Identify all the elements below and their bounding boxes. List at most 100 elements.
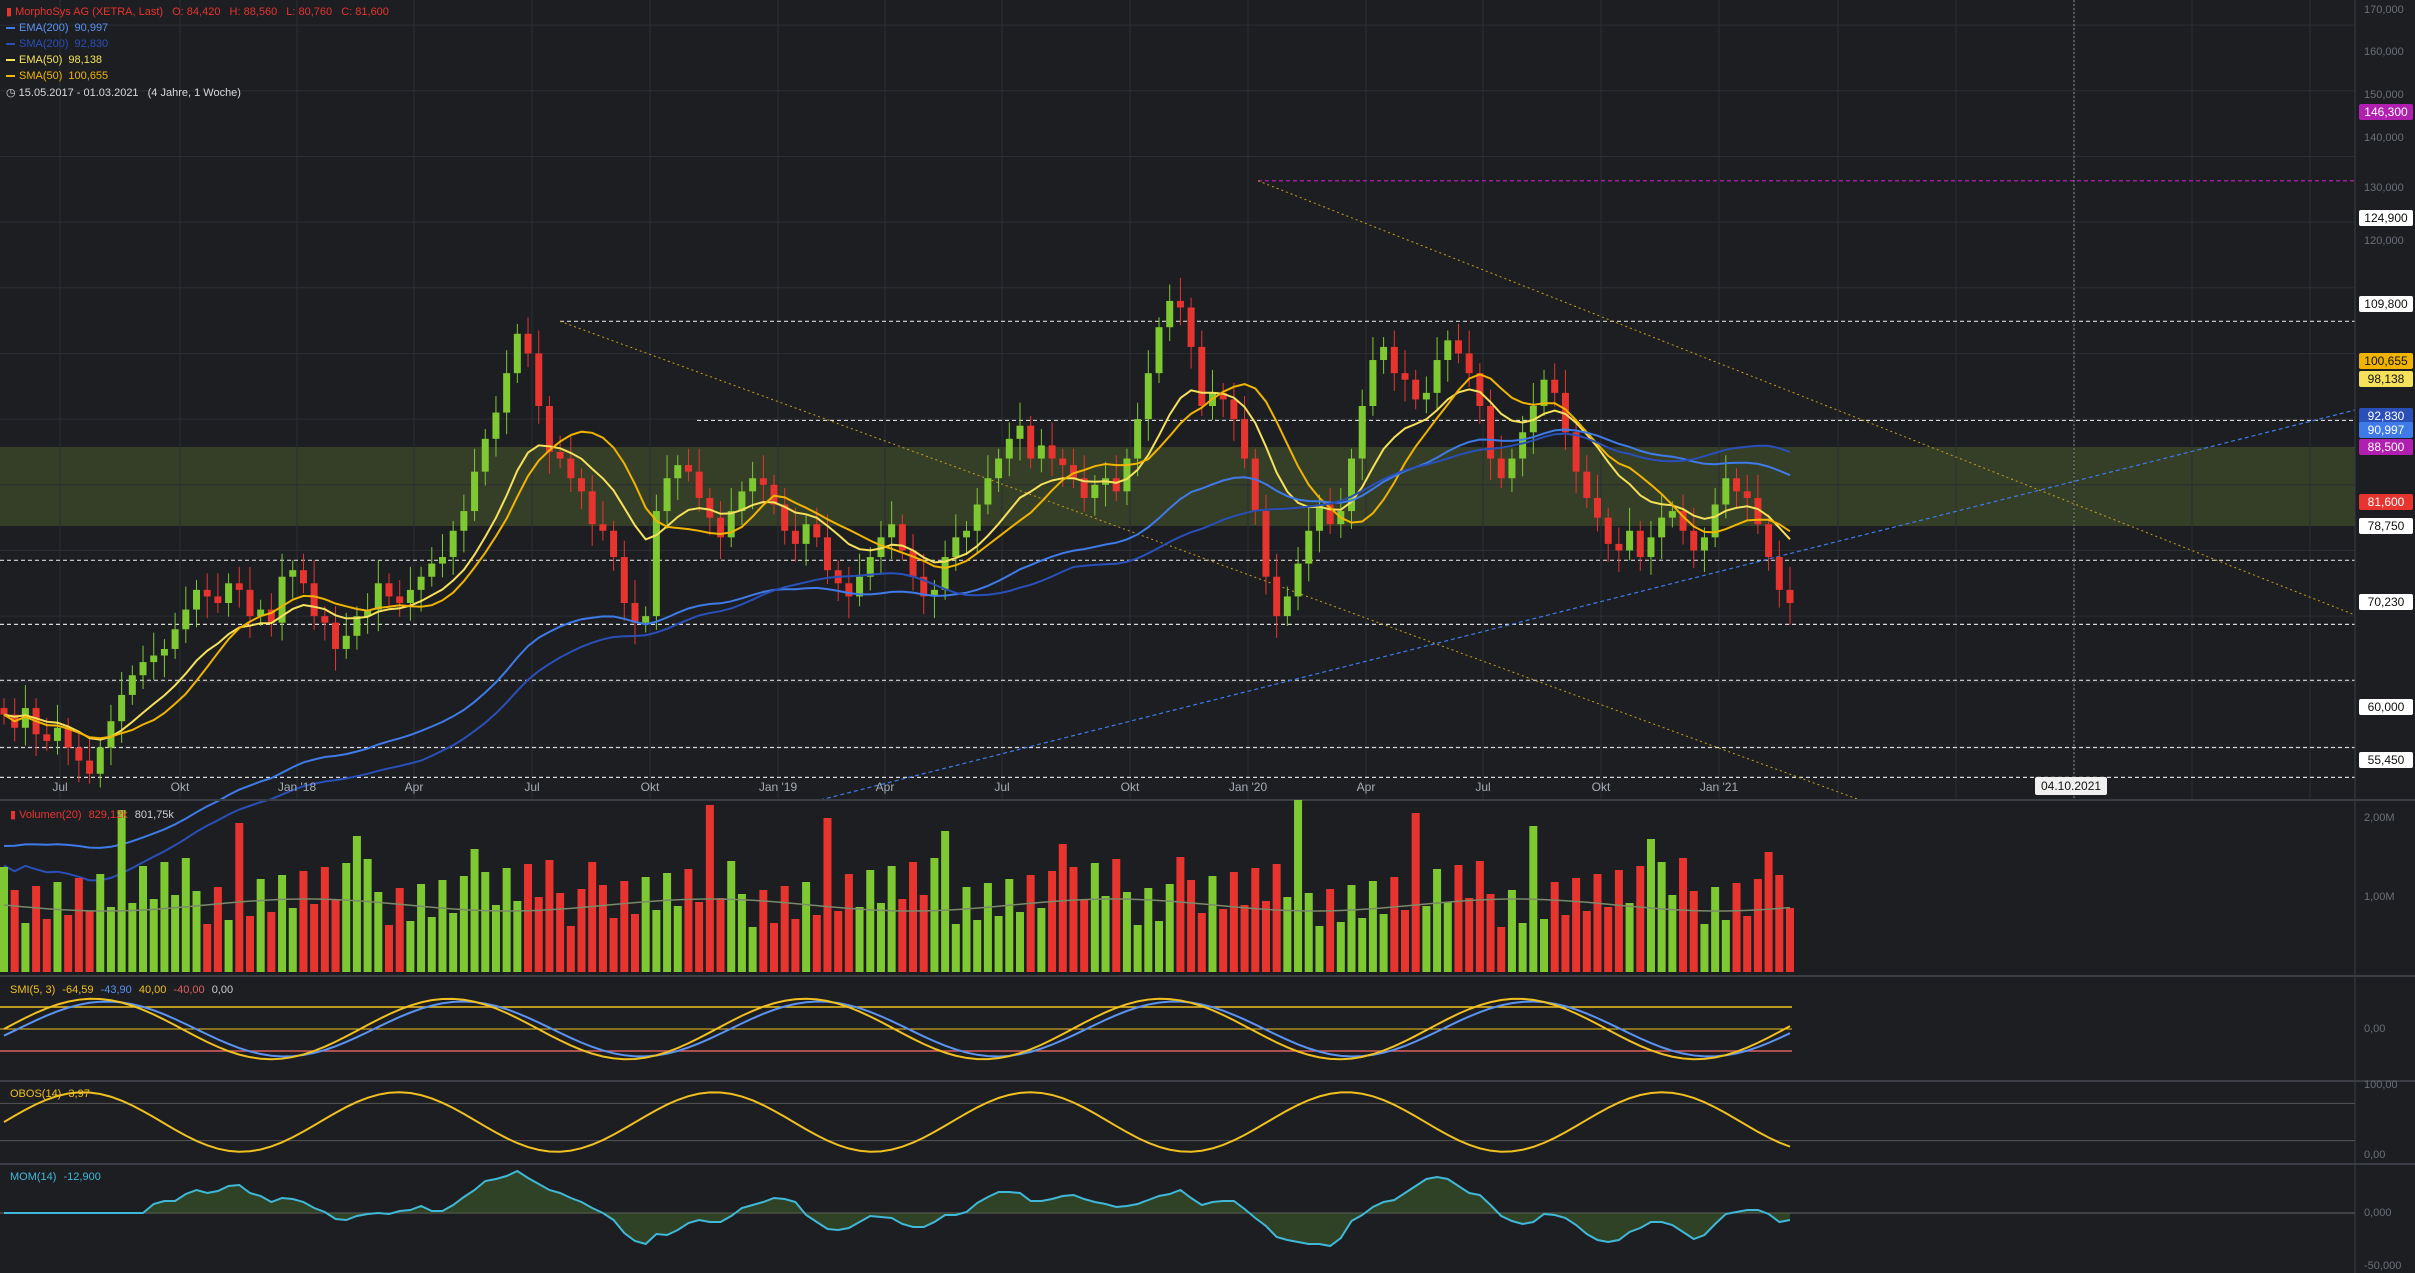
volume-bar[interactable] [1454, 865, 1463, 972]
volume-bar[interactable] [0, 867, 8, 972]
volume-bar[interactable] [1679, 858, 1688, 972]
candle-body[interactable] [1604, 517, 1612, 544]
sma200-line[interactable] [3, 432, 1791, 882]
candle-body[interactable] [1059, 458, 1067, 466]
volume-bar[interactable] [1540, 919, 1549, 972]
volume-bar[interactable] [673, 906, 682, 972]
volume-bar[interactable] [53, 882, 62, 972]
volume-bar[interactable] [1112, 859, 1121, 972]
volume-bar[interactable] [1518, 923, 1527, 972]
volume-bar[interactable] [1336, 922, 1345, 972]
candle-body[interactable] [738, 491, 746, 512]
candle-body[interactable] [877, 537, 885, 558]
volume-bar[interactable] [716, 898, 725, 972]
volume-bar[interactable] [1433, 869, 1442, 972]
volume-bar[interactable] [909, 862, 918, 972]
volume-bar[interactable] [866, 870, 875, 972]
candle-body[interactable] [257, 609, 265, 617]
volume-bar[interactable] [1561, 915, 1570, 972]
candle-body[interactable] [1583, 471, 1591, 498]
candle-body[interactable] [781, 504, 789, 531]
candle-body[interactable] [364, 609, 372, 617]
candle-body[interactable] [139, 662, 147, 676]
volume-bar[interactable] [10, 890, 19, 972]
candle-body[interactable] [150, 655, 158, 663]
volume-legend[interactable]: ▮ Volumen(20) 829,12k 801,75k [10, 808, 174, 821]
volume-bar[interactable] [1165, 884, 1174, 972]
candle-body[interactable] [930, 589, 938, 597]
volume-bar[interactable] [524, 864, 533, 972]
candle-body[interactable] [1465, 353, 1473, 374]
volume-bar[interactable] [1187, 880, 1196, 972]
candle-body[interactable] [1454, 340, 1462, 354]
candle-body[interactable] [1123, 458, 1131, 492]
candle-body[interactable] [193, 589, 201, 610]
smi-line[interactable] [3, 997, 1791, 1061]
mom-line[interactable] [4, 1169, 1791, 1248]
candle-body[interactable] [888, 524, 896, 538]
volume-bar[interactable] [1272, 864, 1281, 972]
candle-body[interactable] [856, 576, 864, 597]
volume-bar[interactable] [160, 862, 169, 972]
candle-body[interactable] [909, 550, 917, 577]
candle-body[interactable] [1722, 478, 1730, 505]
candle-body[interactable] [289, 570, 297, 577]
candle-body[interactable] [1091, 484, 1099, 498]
candle-body[interactable] [588, 491, 596, 525]
volume-bar[interactable] [1208, 876, 1217, 972]
volume-bar[interactable] [1155, 921, 1164, 972]
volume-bar[interactable] [609, 918, 618, 972]
volume-bar[interactable] [1379, 914, 1388, 972]
candle-body[interactable] [1027, 425, 1035, 459]
volume-bar[interactable] [1411, 813, 1420, 972]
candle-body[interactable] [898, 524, 906, 551]
candle-body[interactable] [631, 603, 639, 623]
candle-body[interactable] [225, 583, 233, 603]
volume-bar[interactable] [844, 874, 853, 972]
volume-bar[interactable] [684, 869, 693, 972]
candle-body[interactable] [599, 524, 607, 531]
candle-body[interactable] [749, 478, 757, 492]
volume-bar[interactable] [85, 911, 94, 972]
candle-body[interactable] [1422, 392, 1430, 400]
candle-body[interactable] [802, 524, 810, 544]
candle-body[interactable] [503, 373, 511, 413]
volume-bar[interactable] [449, 913, 458, 972]
volume-bar[interactable] [598, 885, 607, 972]
volume-bar[interactable] [1400, 910, 1409, 972]
volume-bar[interactable] [620, 881, 629, 972]
volume-bar[interactable] [1486, 894, 1495, 972]
volume-bar[interactable] [1550, 882, 1559, 972]
candle-body[interactable] [791, 530, 799, 544]
volume-bar[interactable] [1358, 918, 1367, 972]
ema200-line[interactable] [3, 428, 1791, 849]
candle-body[interactable] [171, 629, 179, 649]
volume-bar[interactable] [245, 916, 254, 972]
volume-bar[interactable] [1283, 897, 1292, 972]
trend-line-down[interactable] [559, 320, 1861, 801]
candle-body[interactable] [1700, 537, 1708, 551]
candle-body[interactable] [128, 675, 136, 695]
volume-bar[interactable] [876, 903, 885, 972]
candle-body[interactable] [1711, 504, 1719, 538]
volume-bar[interactable] [1572, 878, 1581, 972]
candle-body[interactable] [845, 583, 853, 597]
volume-bar[interactable] [427, 917, 436, 972]
candle-body[interactable] [374, 583, 382, 610]
volume-bar[interactable] [1261, 901, 1270, 972]
volume-bar[interactable] [74, 878, 83, 972]
volume-bar[interactable] [1315, 926, 1324, 972]
candle-body[interactable] [1487, 406, 1495, 459]
candle-body[interactable] [684, 465, 692, 472]
volume-bar[interactable] [577, 889, 586, 972]
candle-body[interactable] [1690, 530, 1698, 551]
volume-bar[interactable] [106, 907, 115, 972]
candle-body[interactable] [1315, 504, 1323, 531]
candle-body[interactable] [1358, 406, 1366, 459]
volume-bar[interactable] [641, 877, 650, 972]
candle-body[interactable] [342, 635, 350, 649]
candle-body[interactable] [310, 583, 318, 617]
volume-bar[interactable] [1625, 903, 1634, 972]
candle-body[interactable] [118, 694, 126, 722]
